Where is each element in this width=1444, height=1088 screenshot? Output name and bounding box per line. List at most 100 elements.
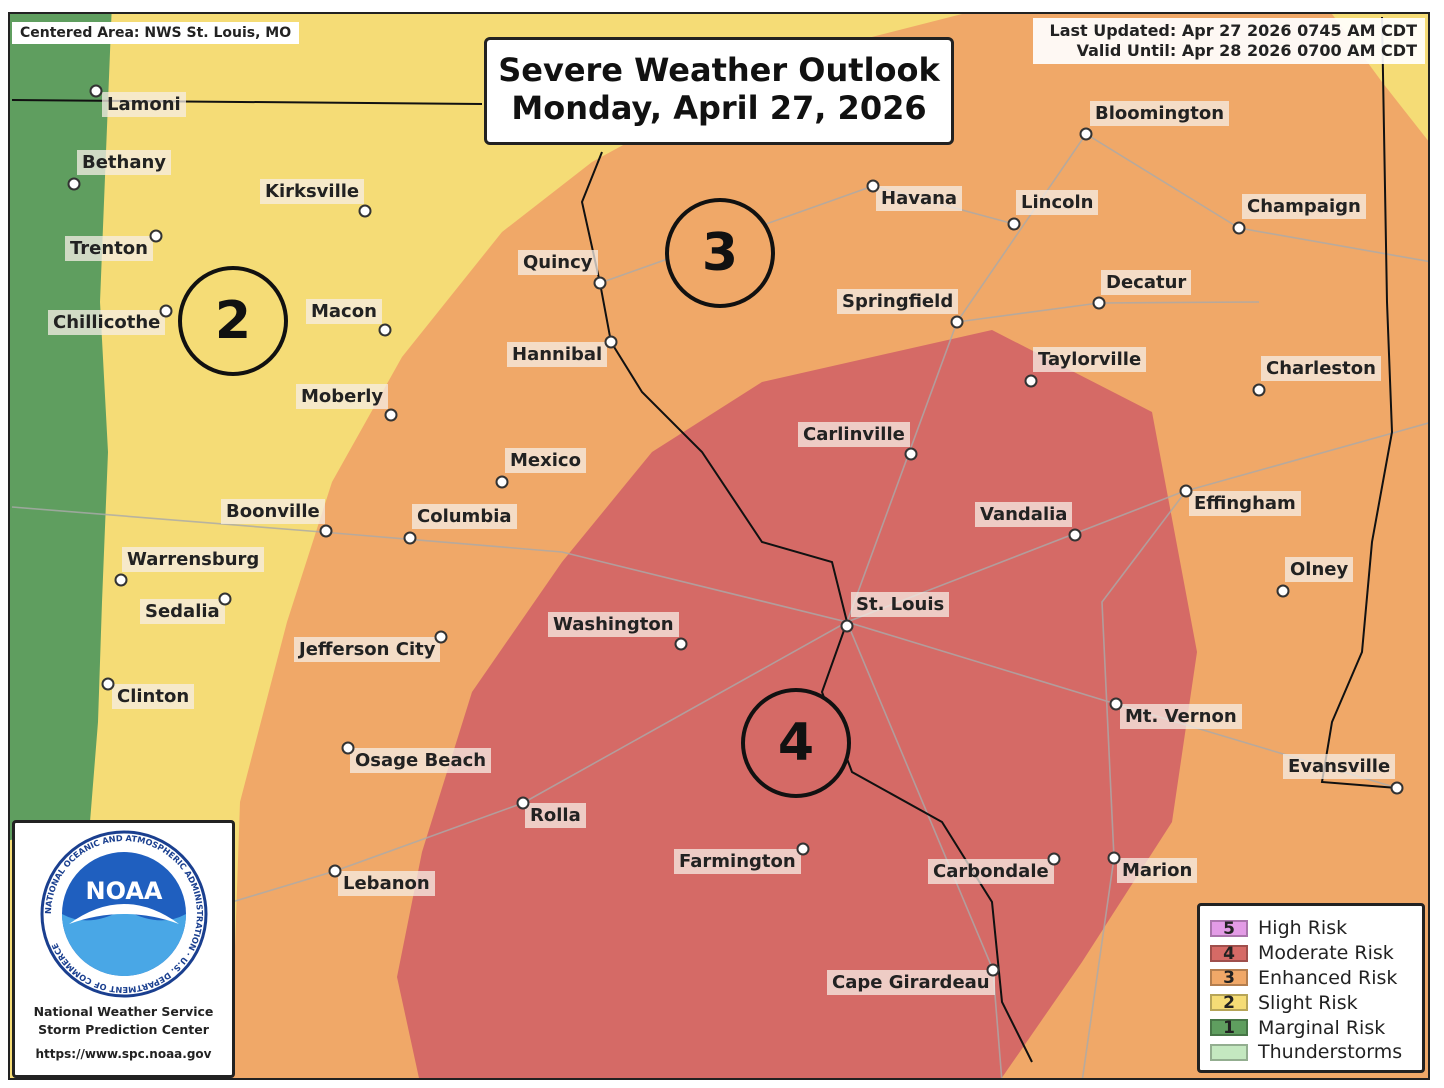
map-base <box>10 14 1428 1078</box>
city-marker <box>986 963 1000 977</box>
city-marker <box>1232 221 1246 235</box>
city-label: Champaign <box>1242 194 1366 219</box>
city-marker <box>1107 851 1121 865</box>
city-label: Decatur <box>1101 270 1192 295</box>
city-label: Chillicothe <box>48 310 166 335</box>
legend-swatch: 1 <box>1210 1019 1248 1037</box>
city-label: Hannibal <box>507 342 608 367</box>
city-label: Jefferson City <box>294 637 441 662</box>
city-label: Kirksville <box>260 179 365 204</box>
city-marker <box>1252 383 1266 397</box>
city-marker <box>904 447 918 461</box>
city-label: Columbia <box>412 504 517 529</box>
city-marker <box>1007 217 1021 231</box>
legend-swatch <box>1210 1043 1248 1061</box>
city-label: Farmington <box>674 849 801 874</box>
city-label: Mt. Vernon <box>1120 704 1242 729</box>
legend-item: 2 Slight Risk <box>1210 990 1422 1015</box>
city-label: Olney <box>1285 557 1354 582</box>
city-label: Clinton <box>112 684 195 709</box>
city-marker <box>604 335 618 349</box>
city-marker <box>384 408 398 422</box>
risk-map: Lamoni Bethany Kirksville Trenton Chillicoth… <box>8 12 1430 1080</box>
city-label: Bloomington <box>1090 101 1230 126</box>
city-marker <box>1068 528 1082 542</box>
legend-swatch: 5 <box>1210 919 1248 937</box>
city-label: Vandalia <box>975 502 1073 527</box>
city-marker <box>319 524 333 538</box>
legend-item: 4 Moderate Risk <box>1210 941 1422 966</box>
risk-level-label: 2 <box>214 291 252 351</box>
title-box: Severe Weather Outlook Monday, April 27,… <box>484 37 954 145</box>
city-marker <box>159 304 173 318</box>
spc-label: Storm Prediction Center <box>38 1022 209 1037</box>
legend-swatch: 3 <box>1210 969 1248 987</box>
city-marker <box>1179 484 1193 498</box>
city-label: Moberly <box>296 384 389 409</box>
legend-item: 3 Enhanced Risk <box>1210 966 1422 991</box>
legend-label: Slight Risk <box>1258 991 1358 1014</box>
city-marker <box>516 796 530 810</box>
city-label: Taylorville <box>1033 347 1147 372</box>
city-marker <box>840 619 854 633</box>
risk-level-label: 3 <box>701 223 739 283</box>
city-marker <box>1079 127 1093 141</box>
legend-label: High Risk <box>1258 917 1348 940</box>
valid-until: Valid Until: Apr 28 2026 0700 AM CDT <box>1076 41 1417 60</box>
city-marker <box>950 315 964 329</box>
city-label: Quincy <box>518 250 598 275</box>
city-marker <box>67 177 81 191</box>
city-marker <box>403 531 417 545</box>
centered-area-label: Centered Area: NWS St. Louis, MO <box>12 22 300 44</box>
city-marker <box>101 677 115 691</box>
city-marker <box>796 842 810 856</box>
city-label: Evansville <box>1283 754 1396 779</box>
last-updated: Last Updated: Apr 27 2026 0745 AM CDT <box>1049 21 1418 40</box>
risk-legend: 5 High Risk 4 Moderate Risk 3 Enhanced Risk 2 S… <box>1197 903 1425 1073</box>
city-marker <box>358 204 372 218</box>
city-marker <box>1390 781 1404 795</box>
city-marker <box>341 741 355 755</box>
spc-url: https://www.spc.noaa.gov <box>35 1047 212 1061</box>
city-label: Lebanon <box>338 871 435 896</box>
city-marker <box>1276 584 1290 598</box>
city-label: Cape Girardeau <box>827 970 995 995</box>
city-marker <box>495 475 509 489</box>
risk-circle-slight: 2 <box>178 266 288 376</box>
city-marker <box>1109 697 1123 711</box>
page-title: Severe Weather Outlook <box>498 51 940 89</box>
city-label: Boonville <box>221 499 325 524</box>
city-label: St. Louis <box>851 592 950 617</box>
marginal-risk-area <box>10 14 112 841</box>
outlook-date: Monday, April 27, 2026 <box>511 89 927 127</box>
city-label: Sedalia <box>140 599 225 624</box>
city-label: Trenton <box>65 236 153 261</box>
city-label: Springfield <box>837 289 959 314</box>
city-label: Carlinville <box>798 422 910 447</box>
legend-swatch: 2 <box>1210 994 1248 1012</box>
legend-item: 5 High Risk <box>1210 916 1422 941</box>
nws-label: National Weather Service <box>33 1004 214 1019</box>
city-label: Osage Beach <box>350 748 492 773</box>
city-marker <box>114 573 128 587</box>
legend-label: Moderate Risk <box>1258 942 1394 965</box>
city-label: Havana <box>876 186 963 211</box>
risk-level-label: 4 <box>777 713 815 773</box>
legend-label: Marginal Risk <box>1258 1016 1386 1039</box>
noaa-branding: NATIONAL OCEANIC AND ATMOSPHERIC ADMINIS… <box>12 820 235 1078</box>
city-label: Mexico <box>505 448 586 473</box>
legend-swatch: 4 <box>1210 944 1248 962</box>
legend-item: Thunderstorms <box>1210 1040 1422 1065</box>
noaa-logo-text: NOAA <box>85 877 162 905</box>
city-marker <box>866 179 880 193</box>
city-label: Charleston <box>1261 356 1381 381</box>
city-marker <box>593 276 607 290</box>
city-marker <box>328 864 342 878</box>
city-marker <box>1092 296 1106 310</box>
city-label: Lincoln <box>1016 190 1099 215</box>
risk-circle-enhanced: 3 <box>665 198 775 308</box>
legend-label: Enhanced Risk <box>1258 966 1398 989</box>
city-label: Marion <box>1117 858 1198 883</box>
noaa-logo-icon: NATIONAL OCEANIC AND ATMOSPHERIC ADMINIS… <box>40 830 207 998</box>
